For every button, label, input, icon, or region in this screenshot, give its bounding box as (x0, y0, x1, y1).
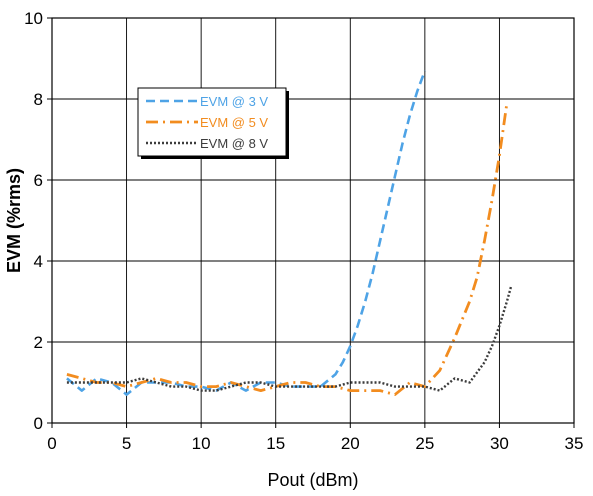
series-line-3 (66, 284, 513, 392)
y-tick-label: 8 (34, 90, 43, 109)
series-line-2 (66, 102, 509, 397)
x-tick-label: 10 (192, 434, 211, 453)
x-tick-label: 35 (565, 434, 584, 453)
y-tick-label: 6 (34, 171, 43, 190)
x-tick-label: 15 (266, 434, 285, 453)
legend-label-3: EVM @ 8 V (200, 136, 268, 151)
tick-labels: 0 5 10 15 20 25 30 35 0 2 4 6 8 10 (24, 9, 583, 453)
x-tick-label: 25 (415, 434, 434, 453)
y-tick-label: 4 (34, 252, 43, 271)
y-tick-label: 0 (34, 414, 43, 433)
legend-label-1: EVM @ 3 V (200, 94, 268, 109)
x-tick-label: 0 (47, 434, 56, 453)
y-axis-label: EVM (%rms) (4, 168, 24, 273)
legend-label-2: EVM @ 5 V (200, 115, 268, 130)
x-tick-label: 5 (122, 434, 131, 453)
legend-box (137, 87, 287, 157)
plot-frame (51, 17, 575, 424)
series-layer (66, 70, 513, 397)
x-tick-label: 30 (490, 434, 509, 453)
x-tick-label: 20 (341, 434, 360, 453)
y-tick-label: 2 (34, 333, 43, 352)
grid (47, 17, 575, 428)
y-tick-label: 10 (24, 9, 43, 28)
x-axis-label: Pout (dBm) (267, 470, 358, 490)
legend: EVM @ 3 V EVM @ 5 V EVM @ 8 V (137, 87, 289, 159)
